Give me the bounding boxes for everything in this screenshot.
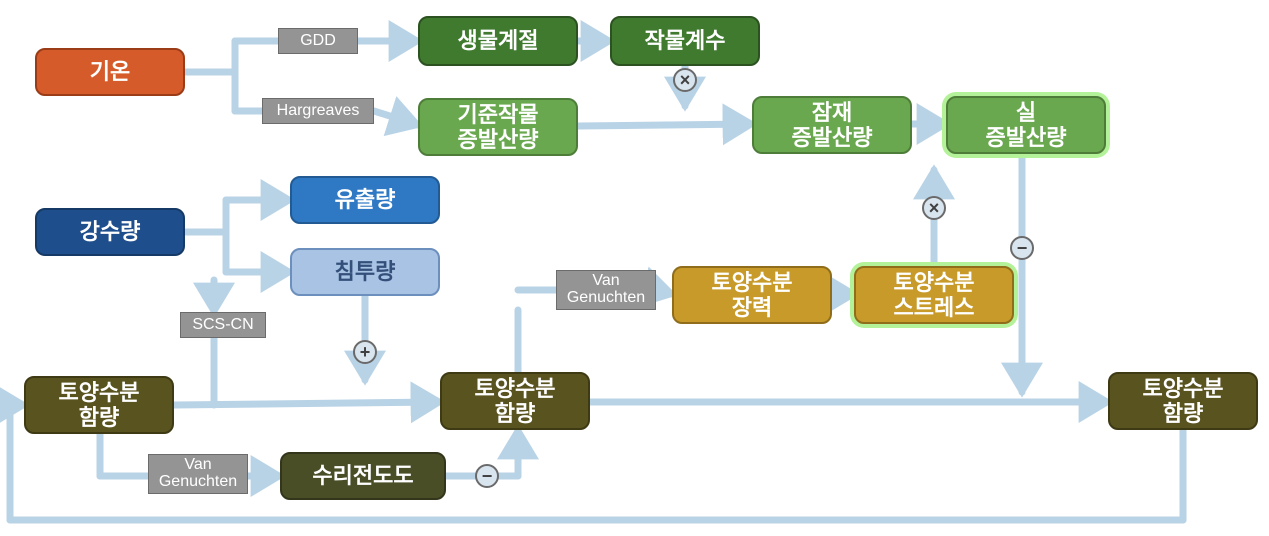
tag-label: Van Genuchten — [159, 457, 237, 491]
node-label: 기온 — [90, 59, 130, 84]
op-op_add_infil: + — [353, 340, 377, 364]
node-label: 유출량 — [335, 187, 396, 212]
node-label: 수리전도도 — [312, 463, 413, 488]
node-label: 침투량 — [335, 259, 396, 284]
node-label: 강수량 — [80, 219, 141, 244]
node-runoff: 유출량 — [290, 176, 440, 224]
node-kcond: 수리전도도 — [280, 452, 446, 500]
edge — [374, 111, 418, 125]
node-potet: 잠재 증발산량 — [752, 96, 912, 154]
tag-harg: Hargreaves — [262, 98, 374, 124]
op-symbol: × — [929, 198, 940, 219]
diagram-root: { "canvas": { "width": 1269, "height": 5… — [0, 0, 1269, 536]
node-stress: 토양수분 스트레스 — [854, 266, 1014, 324]
node-refet: 기준작물 증발산량 — [418, 98, 578, 156]
node-label: 토양수분 함량 — [1143, 376, 1224, 427]
node-swc3: 토양수분 함량 — [1108, 372, 1258, 430]
node-swc1: 토양수분 함량 — [24, 376, 174, 434]
node-label: 토양수분 스트레스 — [894, 270, 975, 321]
op-symbol: − — [482, 466, 493, 487]
node-tension: 토양수분 장력 — [672, 266, 832, 324]
node-swc2: 토양수분 함량 — [440, 372, 590, 430]
tag-scs: SCS-CN — [180, 312, 266, 338]
node-infil: 침투량 — [290, 248, 440, 296]
op-op_mul_crop: × — [673, 68, 697, 92]
tag-label: Van Genuchten — [567, 273, 645, 307]
edge — [656, 290, 672, 294]
node-label: 기준작물 증발산량 — [458, 102, 539, 153]
node-label: 토양수분 함량 — [475, 376, 556, 427]
node-label: 토양수분 장력 — [712, 270, 793, 321]
op-op_mul_stress: × — [922, 196, 946, 220]
op-symbol: − — [1017, 238, 1028, 259]
tag-label: Hargreaves — [277, 103, 360, 120]
node-pheno: 생물계절 — [418, 16, 578, 66]
op-symbol: + — [360, 342, 371, 363]
tag-label: GDD — [300, 33, 336, 50]
node-label: 생물계절 — [458, 28, 539, 53]
node-label: 토양수분 함량 — [59, 380, 140, 431]
tag-gdd: GDD — [278, 28, 358, 54]
edge — [578, 124, 752, 126]
node-actet: 실 증발산량 — [946, 96, 1106, 154]
node-label: 작물계수 — [645, 28, 726, 53]
node-temp: 기온 — [35, 48, 185, 96]
node-label: 잠재 증발산량 — [792, 100, 873, 151]
node-cropk: 작물계수 — [610, 16, 760, 66]
op-symbol: × — [680, 70, 691, 91]
node-label: 실 증발산량 — [986, 100, 1067, 151]
op-op_sub_kcond: − — [475, 464, 499, 488]
tag-label: SCS-CN — [192, 317, 253, 334]
node-precip: 강수량 — [35, 208, 185, 256]
tag-vg1: Van Genuchten — [148, 454, 248, 494]
tag-vg2: Van Genuchten — [556, 270, 656, 310]
op-op_sub_actet: − — [1010, 236, 1034, 260]
